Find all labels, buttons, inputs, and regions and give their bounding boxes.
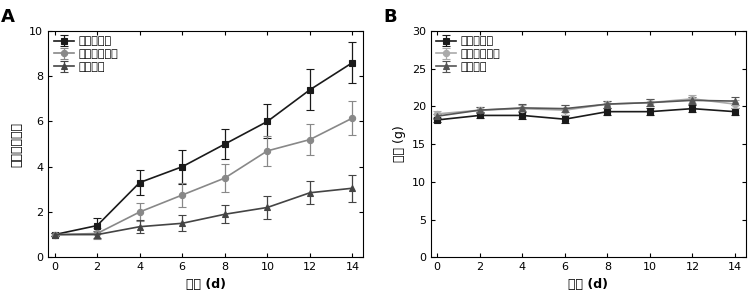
Text: A: A (1, 8, 15, 26)
X-axis label: 时间 (d): 时间 (d) (185, 278, 225, 291)
Legend: 生理盐水组, 游离紫杉醇组, 脂质体组: 生理盐水组, 游离紫杉醇组, 脂质体组 (434, 34, 503, 74)
Y-axis label: 体重 (g): 体重 (g) (393, 126, 406, 162)
Text: B: B (384, 8, 397, 26)
X-axis label: 时间 (d): 时间 (d) (569, 278, 608, 291)
Legend: 生理盐水组, 游离紫杉醇组, 脂质体组: 生理盐水组, 游离紫杉醇组, 脂质体组 (51, 34, 120, 74)
Y-axis label: 相对肿瘾体积: 相对肿瘾体积 (11, 122, 24, 167)
